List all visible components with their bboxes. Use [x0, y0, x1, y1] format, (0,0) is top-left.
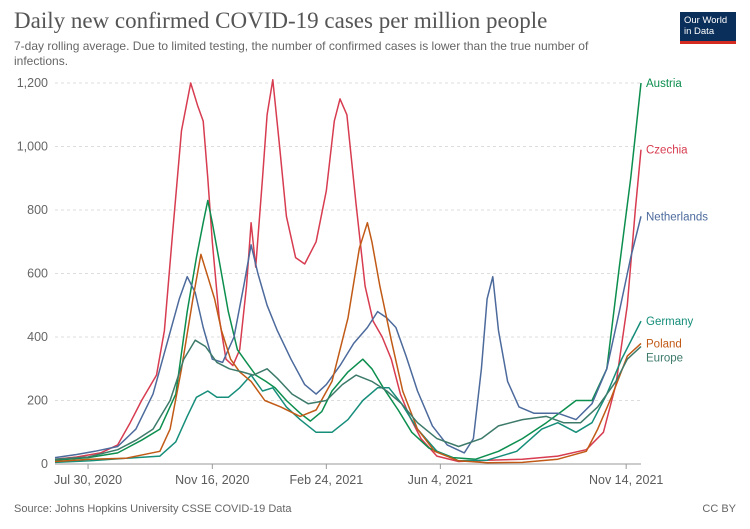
x-tick-label: Feb 24, 2021: [290, 473, 364, 487]
license-link[interactable]: CC BY: [702, 503, 736, 515]
chart-title: Daily new confirmed COVID-19 cases per m…: [14, 8, 548, 33]
owid-logo[interactable]: Our World in Data: [680, 12, 736, 44]
series-label-germany: Germany: [646, 316, 694, 328]
series-label-austria: Austria: [646, 78, 682, 90]
y-tick-label: 0: [41, 457, 48, 471]
series-line-austria: [54, 82, 642, 461]
series-line-czechia: [54, 79, 642, 463]
y-tick-label: 600: [27, 267, 48, 281]
logo-line-1: Our World: [684, 15, 728, 26]
source-note[interactable]: Source: Johns Hopkins University CSSE CO…: [14, 503, 292, 515]
line-chart: 0 200 400 600 800 1,000 1,200 Jul 30, 2020 Nov 1…: [17, 76, 709, 487]
series-line-europe: [54, 339, 642, 460]
x-tick-label: Jul 30, 2020: [54, 473, 122, 487]
y-tick-label: 1,200: [17, 76, 48, 90]
series-line-poland: [54, 221, 642, 464]
chart-subtitle: 7-day rolling average. Due to limited te…: [14, 39, 589, 68]
y-tick-label: 800: [27, 203, 48, 217]
logo-line-2: in Data: [684, 26, 715, 37]
series-label-poland: Poland: [646, 338, 682, 350]
y-tick-label: 1,000: [17, 140, 48, 154]
y-tick-label: 400: [27, 330, 48, 344]
series-label-netherlands: Netherlands: [646, 211, 708, 223]
series-label-europe: Europe: [646, 352, 683, 364]
x-tick-label: Nov 16, 2020: [175, 473, 249, 487]
y-tick-label: 200: [27, 394, 48, 408]
series-line-germany: [54, 320, 642, 464]
logo-accent-bar: [680, 41, 736, 44]
x-tick-label: Jun 4, 2021: [408, 473, 473, 487]
series-label-czechia: Czechia: [646, 145, 688, 157]
x-tick-label: Nov 14, 2021: [589, 473, 663, 487]
series-line-netherlands: [54, 216, 642, 459]
